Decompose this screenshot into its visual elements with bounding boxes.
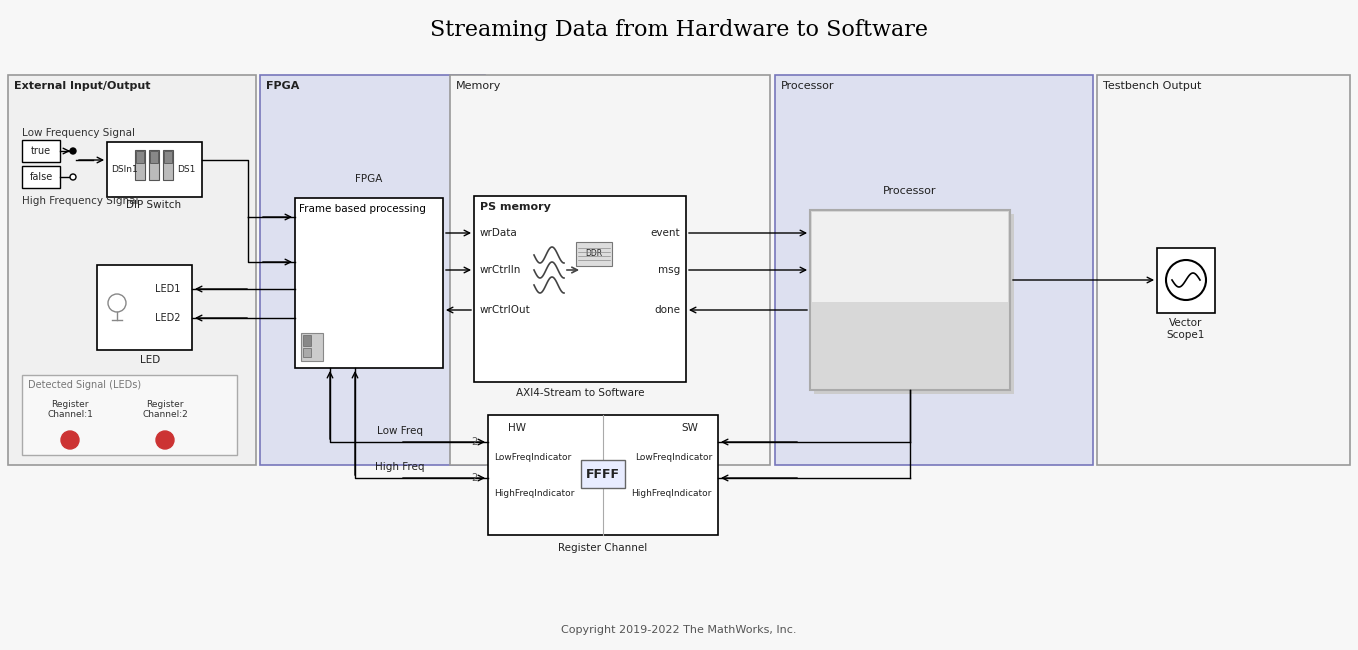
Text: Detected Signal (LEDs): Detected Signal (LEDs) (29, 380, 141, 390)
Bar (134, 150, 145, 180)
Bar (449, 75, 770, 465)
Bar (96, 265, 191, 350)
Text: Testbench Output: Testbench Output (1103, 81, 1202, 91)
Text: HighFreqIndicator: HighFreqIndicator (494, 489, 574, 497)
Bar (149, 151, 158, 163)
Bar (22, 166, 60, 188)
Bar (163, 150, 172, 180)
Text: 2: 2 (471, 437, 478, 447)
Text: Processor: Processor (883, 186, 937, 196)
Bar (107, 142, 202, 197)
Bar (259, 75, 485, 465)
Text: Streaming Data from Hardware to Software: Streaming Data from Hardware to Software (430, 19, 928, 41)
Text: wrCtrlIn: wrCtrlIn (479, 265, 521, 275)
Bar (303, 335, 311, 346)
Bar (22, 375, 238, 455)
Text: Processor: Processor (781, 81, 835, 91)
Bar (136, 151, 144, 163)
Text: wrCtrlOut: wrCtrlOut (479, 305, 531, 315)
Text: DDR: DDR (585, 250, 603, 259)
Text: LowFreqIndicator: LowFreqIndicator (494, 452, 572, 462)
Text: HighFreqIndicator: HighFreqIndicator (631, 489, 712, 497)
Text: LED: LED (140, 355, 160, 365)
Bar (812, 212, 1008, 302)
Text: High Frequency Signal: High Frequency Signal (22, 196, 139, 206)
Text: event: event (650, 228, 680, 238)
Text: SW: SW (682, 423, 698, 433)
Circle shape (71, 174, 76, 180)
Text: FPGA: FPGA (266, 81, 299, 91)
Bar (813, 214, 1014, 394)
Text: FPGA: FPGA (356, 174, 383, 184)
Text: Register
Channel:2: Register Channel:2 (143, 400, 187, 419)
Text: done: done (655, 305, 680, 315)
Text: DS1: DS1 (177, 164, 196, 174)
Bar (809, 210, 1010, 390)
Circle shape (71, 148, 76, 154)
Text: External Input/Output: External Input/Output (14, 81, 151, 91)
Text: Copyright 2019-2022 The MathWorks, Inc.: Copyright 2019-2022 The MathWorks, Inc. (561, 625, 797, 635)
Bar (301, 333, 323, 361)
Bar (22, 140, 60, 162)
Text: LowFreqIndicator: LowFreqIndicator (634, 452, 712, 462)
Bar (581, 460, 625, 488)
Bar (8, 75, 257, 465)
Bar (474, 196, 686, 382)
Text: FFFF: FFFF (587, 467, 621, 480)
Text: Vector
Scope1: Vector Scope1 (1167, 318, 1205, 339)
Text: HW: HW (508, 423, 526, 433)
Text: PS memory: PS memory (479, 202, 551, 212)
Text: msg: msg (657, 265, 680, 275)
Text: Low Freq: Low Freq (378, 426, 422, 436)
Text: DSIn1: DSIn1 (111, 164, 137, 174)
Text: Memory: Memory (456, 81, 501, 91)
Text: true: true (31, 146, 52, 156)
Text: false: false (30, 172, 53, 182)
Text: Register Channel: Register Channel (558, 543, 648, 553)
Text: Register
Channel:1: Register Channel:1 (48, 400, 92, 419)
Text: 2: 2 (471, 473, 478, 483)
Circle shape (156, 431, 174, 449)
Text: DIP Switch: DIP Switch (126, 200, 182, 210)
Bar (1097, 75, 1350, 465)
Bar (775, 75, 1093, 465)
Circle shape (61, 431, 79, 449)
Bar (303, 348, 311, 357)
Bar (576, 242, 612, 266)
Circle shape (1167, 260, 1206, 300)
Text: LED1: LED1 (155, 284, 181, 294)
Bar (1157, 248, 1215, 313)
Bar (149, 150, 159, 180)
Text: LED2: LED2 (155, 313, 181, 323)
Text: wrData: wrData (479, 228, 517, 238)
Text: Low Frequency Signal: Low Frequency Signal (22, 128, 134, 138)
Text: Frame based processing: Frame based processing (299, 204, 426, 214)
Bar (295, 198, 443, 368)
Bar (488, 415, 718, 535)
Bar (164, 151, 172, 163)
Text: AXI4-Stream to Software: AXI4-Stream to Software (516, 388, 644, 398)
Circle shape (109, 294, 126, 312)
Text: High Freq: High Freq (375, 462, 425, 472)
